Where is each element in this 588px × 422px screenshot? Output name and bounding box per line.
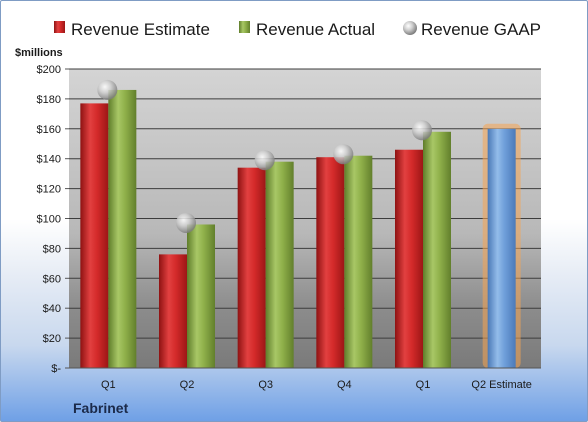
x-tick-label: Q2: [180, 379, 195, 391]
y-tick-label: $20: [43, 333, 61, 345]
x-tick-label: Q1: [416, 379, 431, 391]
marker-revenue-gaap: [333, 144, 354, 165]
marker-revenue-gaap: [97, 79, 118, 100]
legend-swatch-gaap: [403, 21, 417, 35]
bar-revenue-estimate: [237, 167, 266, 368]
y-tick-label: $140: [37, 154, 61, 166]
y-tick-label: $120: [37, 184, 61, 196]
y-axis-ticks: $- $20 $40 $60 $80 $100 $120 $140 $160 $180 $200: [37, 64, 69, 375]
y-tick-label: $40: [43, 303, 61, 315]
x-tick-label: Q1: [101, 379, 116, 391]
x-tick-label: Q2 Estimate: [471, 379, 532, 391]
gaap-markers: [97, 79, 432, 233]
marker-revenue-gaap: [254, 150, 275, 171]
bar-revenue-estimate: [395, 149, 423, 368]
y-axis-unit-label: $millions: [15, 47, 63, 59]
bar-revenue-forecast: [487, 128, 516, 368]
y-tick-label: $-: [51, 363, 61, 375]
legend-label-actual: Revenue Actual: [256, 20, 375, 39]
x-axis-ticks: Q1 Q2 Q3 Q4 Q1 Q2 Estimate: [101, 379, 532, 391]
x-tick-label: Q3: [258, 379, 273, 391]
x-tick-label: Q4: [337, 379, 352, 391]
bars: [80, 89, 521, 369]
legend-swatch-actual: [239, 21, 250, 33]
company-name: Fabrinet: [73, 400, 129, 416]
bar-revenue-estimate: [316, 157, 345, 368]
bar-revenue-actual: [344, 155, 373, 368]
marker-revenue-gaap: [176, 212, 196, 233]
y-tick-label: $200: [37, 64, 61, 76]
y-tick-label: $100: [37, 214, 61, 226]
bar-revenue-actual: [423, 131, 451, 368]
bar-revenue-actual: [265, 161, 294, 368]
legend-label-gaap: Revenue GAAP: [421, 20, 541, 39]
bar-revenue-actual: [187, 224, 215, 368]
bar-revenue-actual: [108, 89, 137, 369]
legend-swatch-estimate: [54, 21, 65, 33]
legend: Revenue Estimate Revenue Actual Revenue …: [54, 20, 541, 39]
y-tick-label: $160: [37, 124, 61, 136]
marker-revenue-gaap: [412, 120, 432, 141]
bar-revenue-estimate: [80, 103, 109, 368]
y-tick-label: $60: [43, 273, 61, 285]
y-tick-label: $80: [43, 243, 61, 255]
legend-label-estimate: Revenue Estimate: [71, 20, 210, 39]
gridlines: [69, 68, 541, 339]
bar-revenue-estimate: [159, 254, 187, 368]
y-tick-label: $180: [37, 94, 61, 106]
